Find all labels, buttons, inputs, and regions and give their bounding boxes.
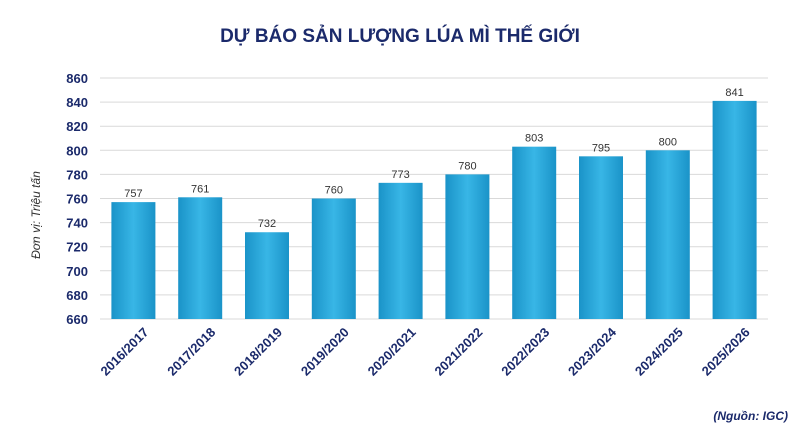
chart-title: DỰ BÁO SẢN LƯỢNG LÚA MÌ THẾ GIỚI: [220, 25, 580, 47]
data-label: 760: [325, 185, 343, 197]
data-label: 761: [191, 183, 209, 195]
source-note: (Nguồn: IGC): [713, 409, 788, 423]
x-tick-label: 2016/2017: [97, 325, 151, 379]
x-axis-ticks: 2016/2017 2017/2018 2018/2019 2019/2020 2020…: [97, 324, 752, 379]
y-axis-ticks: 660 680 700 720 740 760 780 800 820 840 860: [66, 71, 88, 327]
x-tick-label: 2022/2023: [498, 325, 552, 379]
x-tick-label: 2019/2020: [298, 325, 352, 379]
y-axis-label: Đơn vị: Triệu tấn: [29, 171, 43, 259]
data-label: 800: [659, 136, 677, 148]
bar: [712, 100, 757, 320]
y-tick-label: 740: [66, 216, 88, 231]
y-tick-label: 780: [66, 167, 88, 182]
bar: [645, 150, 690, 319]
bar: [378, 182, 423, 319]
bar: [178, 197, 223, 319]
x-tick-label: 2018/2019: [231, 325, 285, 379]
y-tick-label: 860: [66, 71, 88, 86]
data-label: 803: [525, 133, 543, 145]
data-label: 841: [725, 87, 743, 99]
bar: [111, 202, 156, 319]
x-tick-label: 2025/2026: [699, 325, 753, 379]
x-tick-label: 2021/2022: [431, 325, 485, 379]
y-tick-label: 720: [66, 240, 88, 255]
y-tick-label: 800: [66, 143, 88, 158]
x-tick-label: 2023/2024: [565, 324, 620, 379]
y-tick-label: 680: [66, 288, 88, 303]
bar: [512, 146, 557, 319]
y-tick-label: 820: [66, 119, 88, 134]
x-tick-label: 2024/2025: [632, 325, 686, 379]
data-label: 732: [258, 218, 276, 230]
y-tick-label: 660: [66, 312, 88, 327]
bar: [579, 156, 623, 319]
y-tick-label: 700: [66, 264, 88, 279]
bar: [311, 198, 356, 319]
y-tick-label: 840: [66, 95, 88, 110]
y-tick-label: 760: [66, 192, 88, 207]
x-tick-label: 2017/2018: [164, 325, 218, 379]
bars: 757 761 732 760 773 780 803 795 800 841: [111, 87, 757, 320]
data-label: 757: [124, 188, 142, 200]
data-label: 780: [458, 160, 476, 172]
bar: [245, 232, 289, 319]
x-tick-label: 2020/2021: [365, 325, 419, 379]
bar: [445, 174, 490, 319]
data-label: 795: [592, 142, 610, 154]
data-label: 773: [391, 169, 409, 181]
